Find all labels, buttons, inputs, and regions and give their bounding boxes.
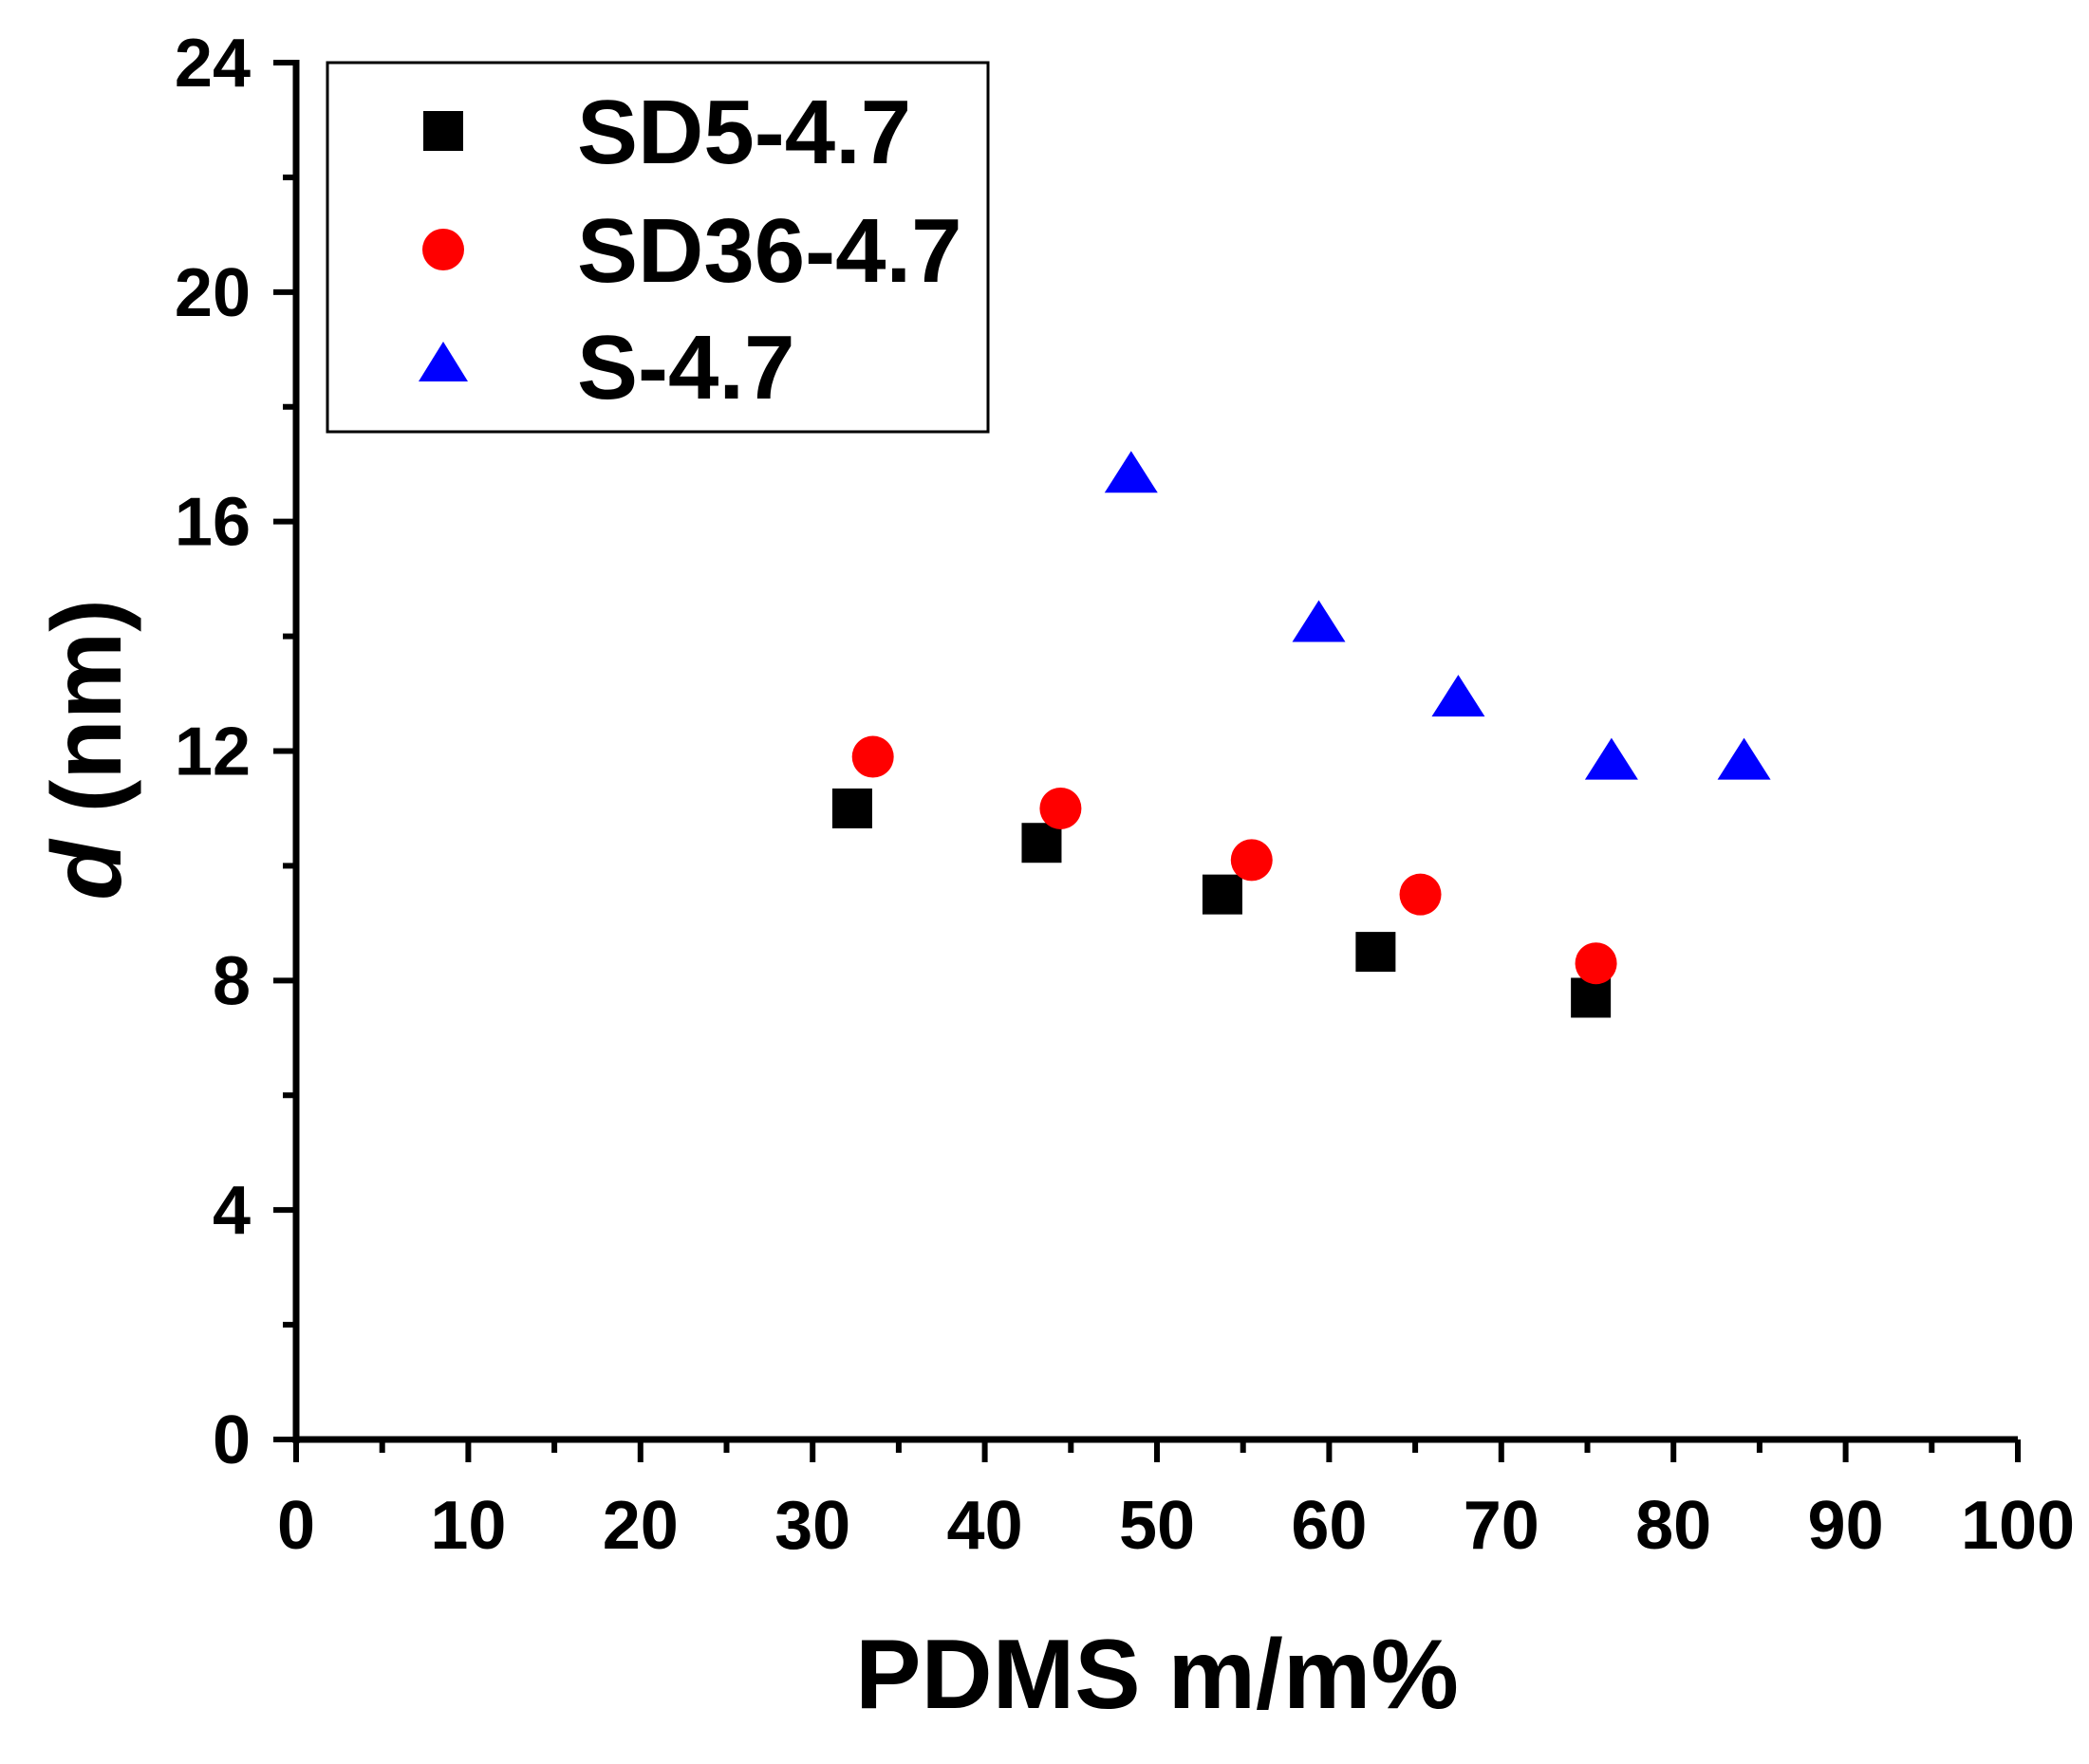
series-S-4.7	[1104, 451, 1771, 780]
x-tick-label: 20	[603, 1488, 679, 1564]
x-tick-label: 0	[277, 1488, 315, 1564]
y-axis-title: d (nm)	[32, 599, 142, 901]
x-tick-label: 100	[1961, 1488, 2075, 1564]
data-point-circle	[1230, 839, 1273, 882]
legend-marker-s	[419, 342, 468, 381]
data-point-circle	[851, 735, 894, 778]
y-tick-label: 24	[175, 26, 251, 102]
x-tick-label: 30	[774, 1488, 850, 1564]
legend-marker-sd5	[423, 111, 463, 151]
legend: SD5-4.7 SD36-4.7 S-4.7	[326, 61, 990, 434]
series-SD36-4.7	[851, 735, 1617, 985]
x-axis-ticks	[293, 1439, 2021, 1462]
y-axis-tick-labels: 0 4 8 12 16 20 24	[175, 26, 251, 1478]
legend-marker-sd36	[422, 229, 464, 270]
data-point-square	[1202, 874, 1242, 915]
data-point-triangle	[1292, 600, 1346, 642]
data-point-square	[1355, 932, 1396, 973]
data-point-triangle	[1104, 451, 1158, 493]
legend-label-sd36: SD36-4.7	[577, 200, 962, 302]
data-point-circle	[1399, 873, 1442, 916]
y-tick-label: 20	[175, 255, 251, 331]
y-tick-label: 4	[213, 1173, 251, 1249]
x-tick-label: 80	[1635, 1488, 1711, 1564]
x-tick-label: 40	[947, 1488, 1023, 1564]
x-axis-title: PDMS m/m%	[855, 1620, 1459, 1730]
y-tick-label: 16	[175, 485, 251, 561]
x-axis-tick-labels: 0 10 20 30 40 50 60 70 80 90 100	[277, 1488, 2075, 1564]
data-point-circle	[1575, 942, 1617, 985]
y-axis-title-italic: d	[32, 838, 142, 901]
legend-label-s: S-4.7	[577, 317, 794, 418]
data-point-triangle	[1717, 737, 1771, 780]
x-tick-label: 10	[430, 1488, 506, 1564]
data-point-square	[1571, 977, 1612, 1018]
data-point-circle	[1039, 787, 1082, 829]
y-tick-label: 12	[175, 715, 251, 790]
y-tick-label: 0	[213, 1402, 251, 1478]
data-point-triangle	[1584, 737, 1638, 780]
x-tick-label: 50	[1119, 1488, 1195, 1564]
series-SD5-4.7	[831, 788, 1612, 1018]
data-series	[831, 451, 1771, 1018]
x-tick-label: 90	[1808, 1488, 1884, 1564]
legend-label-sd5: SD5-4.7	[577, 82, 911, 183]
data-point-square	[1021, 823, 1062, 863]
data-point-square	[831, 788, 872, 828]
x-tick-label: 60	[1291, 1488, 1367, 1564]
data-point-triangle	[1431, 675, 1485, 717]
y-axis-title-unit: (nm)	[32, 599, 142, 840]
y-tick-label: 8	[213, 943, 251, 1019]
y-axis-ticks	[273, 60, 296, 1442]
x-tick-label: 70	[1464, 1488, 1539, 1564]
